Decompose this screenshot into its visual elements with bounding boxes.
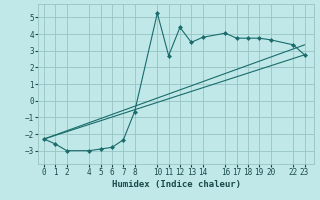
- X-axis label: Humidex (Indice chaleur): Humidex (Indice chaleur): [111, 180, 241, 189]
